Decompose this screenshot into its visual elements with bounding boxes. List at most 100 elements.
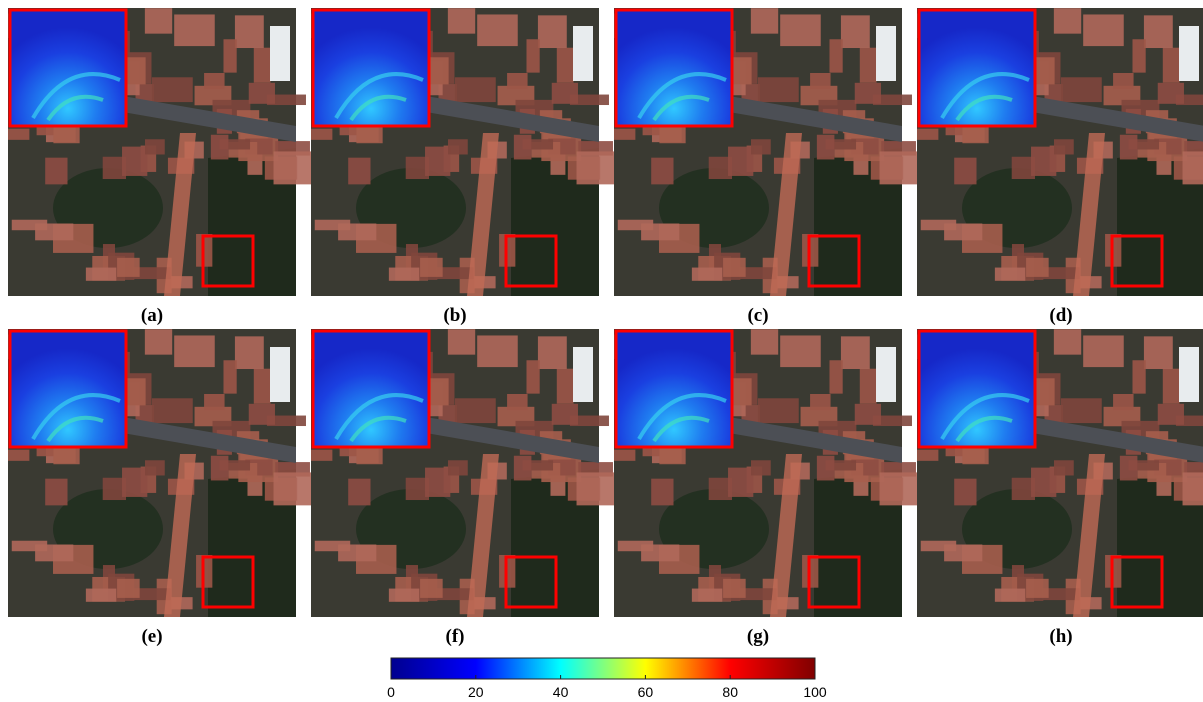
building: [274, 472, 315, 505]
building: [448, 329, 475, 354]
building: [577, 472, 618, 505]
building: [1132, 39, 1145, 72]
building: [425, 468, 450, 497]
building: [174, 14, 215, 46]
building: [526, 360, 539, 393]
building: [552, 83, 578, 104]
building: [758, 398, 799, 423]
panel: [311, 8, 617, 296]
building: [829, 360, 842, 393]
building: [204, 394, 224, 410]
building: [507, 73, 527, 89]
building: [311, 129, 332, 140]
tower: [876, 347, 896, 402]
building: [1132, 360, 1145, 393]
building: [921, 541, 956, 551]
building: [45, 158, 67, 185]
building: [995, 268, 1025, 281]
tick-label: 0: [387, 684, 395, 700]
building: [810, 73, 830, 89]
inset-heatmap: [616, 331, 732, 447]
tick-label: 40: [553, 684, 569, 700]
building: [117, 258, 140, 277]
building: [1183, 472, 1203, 505]
building: [420, 258, 443, 277]
building: [614, 450, 635, 461]
building: [389, 589, 419, 602]
panel-caption: (a): [141, 305, 163, 326]
building: [538, 15, 567, 48]
panel: [8, 329, 314, 617]
building: [855, 83, 881, 104]
building: [117, 579, 140, 598]
panel: [8, 8, 314, 296]
building: [86, 589, 116, 602]
inset-heatmap: [616, 10, 732, 126]
inset-heatmap: [10, 331, 126, 447]
building: [1083, 335, 1124, 367]
building: [211, 456, 229, 481]
building: [614, 129, 635, 140]
panel-caption: (e): [141, 626, 162, 647]
building: [145, 139, 165, 154]
building: [249, 404, 275, 425]
building: [860, 48, 877, 83]
building: [455, 398, 496, 423]
building: [552, 404, 578, 425]
building: [204, 73, 224, 89]
building: [954, 479, 976, 506]
inset-heatmap: [10, 10, 126, 126]
building: [651, 479, 673, 506]
building: [315, 541, 350, 551]
building: [538, 336, 567, 369]
building: [692, 268, 722, 281]
building: [477, 14, 518, 46]
building: [1061, 77, 1102, 102]
building: [810, 394, 830, 410]
building: [223, 39, 236, 72]
panel-caption: (f): [446, 626, 465, 647]
building: [723, 258, 746, 277]
tower: [1179, 26, 1199, 81]
building: [249, 83, 275, 104]
building: [152, 77, 193, 102]
tower: [1179, 347, 1199, 402]
tower: [270, 347, 290, 402]
building: [860, 369, 877, 404]
building: [1054, 460, 1074, 475]
building: [348, 479, 370, 506]
building: [1054, 329, 1081, 354]
building: [211, 135, 229, 160]
building: [145, 329, 172, 354]
building: [577, 151, 618, 184]
building: [420, 579, 443, 598]
building: [1158, 404, 1184, 425]
building: [514, 135, 532, 160]
inset-heatmap: [919, 331, 1035, 447]
tick-label: 60: [638, 684, 654, 700]
building: [880, 472, 921, 505]
building: [12, 541, 47, 551]
building: [145, 460, 165, 475]
building: [223, 360, 236, 393]
building: [514, 456, 532, 481]
building: [348, 158, 370, 185]
building: [880, 151, 921, 184]
building: [1144, 336, 1173, 369]
building: [651, 158, 673, 185]
building: [728, 147, 753, 176]
tower: [270, 26, 290, 81]
building: [917, 450, 938, 461]
building: [841, 336, 870, 369]
building: [448, 8, 475, 33]
building: [425, 147, 450, 176]
building: [274, 151, 315, 184]
building: [507, 394, 527, 410]
building: [1120, 456, 1138, 481]
building: [1026, 258, 1049, 277]
page: (a)(b)(c)(d)(e)(f)(g)(h)020406080100 (()…: [0, 0, 1203, 702]
building: [145, 8, 172, 33]
building: [1163, 369, 1180, 404]
building: [1054, 139, 1074, 154]
colorbar: [391, 658, 815, 679]
